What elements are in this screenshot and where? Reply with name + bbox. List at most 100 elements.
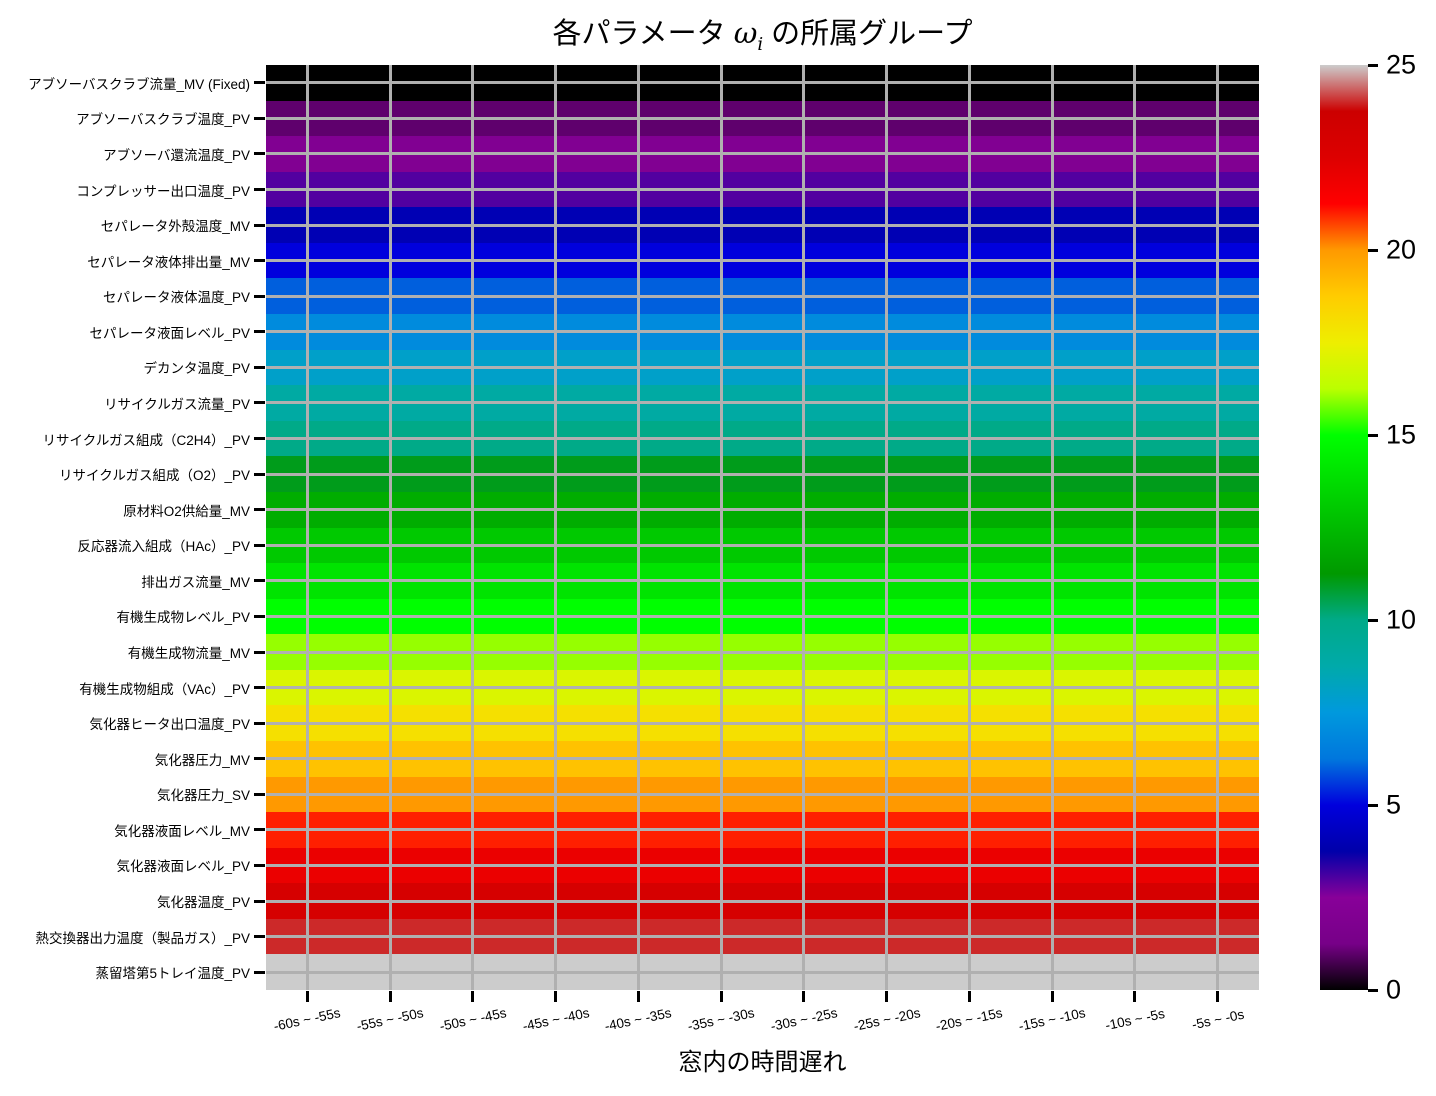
x-tick-label: -5s ~ -0s xyxy=(1190,1006,1246,1033)
y-tick-label: デカンタ温度_PV xyxy=(143,361,250,377)
chart-title-suffix: の所属グループ xyxy=(763,18,973,50)
gridline-horizontal xyxy=(266,401,1259,405)
gridline-horizontal xyxy=(266,757,1259,761)
x-tick-label: -50s ~ -45s xyxy=(438,1005,508,1034)
colorbar-tick-label: 15 xyxy=(1386,419,1417,450)
y-tick-label: 有機生成物流量_MV xyxy=(127,646,250,662)
y-tick-label: セパレータ液体温度_PV xyxy=(102,290,250,306)
y-tick-label: アブソーバ還流温度_PV xyxy=(103,147,250,163)
gridline-vertical xyxy=(967,65,971,990)
gridline-vertical xyxy=(885,65,889,990)
y-tick-mark xyxy=(254,81,265,85)
x-tick-label: -25s ~ -20s xyxy=(851,1005,922,1034)
x-tick-mark xyxy=(719,991,723,1002)
y-tick-mark xyxy=(254,721,265,725)
x-tick-mark xyxy=(1050,991,1054,1002)
y-tick-mark xyxy=(254,757,265,761)
gridline-horizontal xyxy=(266,543,1259,547)
x-tick-label: -15s ~ -10s xyxy=(1017,1005,1087,1034)
colorbar-tick-label: 5 xyxy=(1386,789,1402,820)
y-tick-mark xyxy=(254,863,265,867)
gridline-horizontal xyxy=(266,330,1259,334)
y-tick-label: セパレータ液体排出量_MV xyxy=(87,254,250,270)
gridline-horizontal xyxy=(266,792,1259,796)
y-tick-mark xyxy=(254,259,265,263)
omega-glyph: ω xyxy=(733,16,758,50)
y-tick-label: 有機生成物レベル_PV xyxy=(116,610,250,626)
y-tick-label: コンプレッサー出口温度_PV xyxy=(76,183,250,199)
gridline-horizontal xyxy=(266,935,1259,939)
gridline-horizontal xyxy=(266,152,1259,156)
y-tick-mark xyxy=(254,899,265,903)
x-tick-label: -30s ~ -25s xyxy=(769,1005,839,1034)
gridline-horizontal xyxy=(266,81,1259,85)
gridline-horizontal xyxy=(266,365,1259,369)
colorbar-tick-mark xyxy=(1368,988,1378,992)
y-tick-label: セパレータ液面レベル_PV xyxy=(89,325,250,341)
y-tick-label: 気化器ヒータ出口温度_PV xyxy=(89,717,250,733)
gridline-horizontal xyxy=(266,970,1259,974)
y-tick-label: 気化器液面レベル_PV xyxy=(116,859,250,875)
colorbar-tick-label: 25 xyxy=(1386,49,1417,80)
y-tick-mark xyxy=(254,508,265,512)
y-tick-mark xyxy=(254,294,265,298)
y-tick-mark xyxy=(254,792,265,796)
gridline-horizontal xyxy=(266,508,1259,512)
gridline-horizontal xyxy=(266,614,1259,618)
gridline-vertical xyxy=(802,65,806,990)
y-tick-mark xyxy=(254,579,265,583)
y-tick-label: 気化器温度_PV xyxy=(156,895,250,911)
heatmap-grid xyxy=(266,65,1259,990)
gridline-horizontal xyxy=(266,686,1259,690)
gridline-horizontal xyxy=(266,472,1259,476)
y-tick-mark xyxy=(254,686,265,690)
y-tick-label: 排出ガス流量_MV xyxy=(141,574,250,590)
colorbar-tick-mark xyxy=(1368,433,1378,437)
gridline-vertical xyxy=(1216,65,1220,990)
y-tick-label: アブソーバスクラブ温度_PV xyxy=(76,112,250,128)
x-tick-mark xyxy=(885,991,889,1002)
chart-title: 各パラメータ ωi の所属グループ xyxy=(266,10,1259,55)
y-tick-mark xyxy=(254,614,265,618)
x-tick-label: -40s ~ -35s xyxy=(603,1005,674,1034)
gridline-horizontal xyxy=(266,721,1259,725)
x-tick-mark xyxy=(305,991,309,1002)
gridline-horizontal xyxy=(266,828,1259,832)
gridline-vertical xyxy=(1133,65,1137,990)
x-tick-label: -60s ~ -55s xyxy=(272,1005,343,1034)
gridline-horizontal xyxy=(266,899,1259,903)
gridline-horizontal xyxy=(266,294,1259,298)
y-tick-mark xyxy=(254,472,265,476)
gridline-vertical xyxy=(719,65,723,990)
y-tick-mark xyxy=(254,935,265,939)
y-tick-mark xyxy=(254,650,265,654)
y-tick-mark xyxy=(254,970,265,974)
y-tick-label: 原材料O2供給量_MV xyxy=(123,503,250,519)
gridline-vertical xyxy=(554,65,558,990)
omega-subscript: i xyxy=(757,33,764,55)
gridline-horizontal xyxy=(266,223,1259,227)
y-tick-label: 熱交換器出力温度（製品ガス）_PV xyxy=(35,930,250,946)
gridline-vertical xyxy=(305,65,309,990)
x-tick-mark xyxy=(471,991,475,1002)
colorbar-tick-label: 20 xyxy=(1386,234,1417,265)
colorbar-tick-mark xyxy=(1368,618,1378,622)
colorbar-tick-label: 0 xyxy=(1386,974,1402,1005)
x-tick-mark xyxy=(388,991,392,1002)
gridline-vertical xyxy=(471,65,475,990)
x-tick-mark xyxy=(1133,991,1137,1002)
colorbar-tick-mark xyxy=(1368,803,1378,807)
gridline-vertical xyxy=(1050,65,1054,990)
colorbar xyxy=(1320,65,1368,990)
x-tick-label: -10s ~ -5s xyxy=(1103,1005,1166,1034)
x-tick-mark xyxy=(636,991,640,1002)
x-tick-label: -35s ~ -30s xyxy=(686,1005,756,1034)
x-tick-label: -45s ~ -40s xyxy=(520,1005,591,1034)
x-tick-mark xyxy=(554,991,558,1002)
y-tick-label: セパレータ外殻温度_MV xyxy=(100,219,250,235)
y-tick-label: リサイクルガス組成（O2）_PV xyxy=(59,468,250,484)
x-tick-mark xyxy=(967,991,971,1002)
y-tick-label: 蒸留塔第5トレイ温度_PV xyxy=(95,966,250,982)
y-tick-mark xyxy=(254,401,265,405)
x-axis-title: 窓内の時間遅れ xyxy=(678,1049,847,1076)
